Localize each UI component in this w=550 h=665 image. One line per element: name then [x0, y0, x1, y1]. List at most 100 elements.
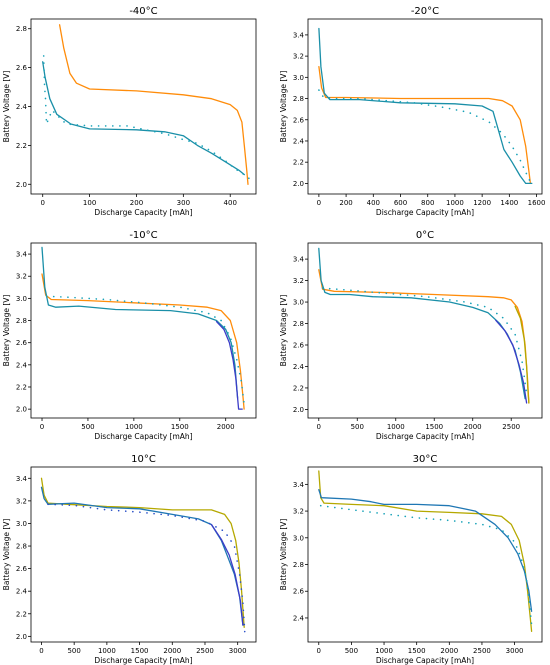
- chart-panel-6: 0 500 1000 1500 2000 2500 3000 2.4 2.6 2.8 3.0 3.2 3…: [279, 454, 543, 665]
- chart-panel-5: 0 500 1000 1500 2000 2500 3000 2.0 2.2 2.4 2.6 2.8 3…: [2, 454, 257, 665]
- x-tick-label: 100: [83, 199, 96, 207]
- y-tick-label: 2.0: [16, 406, 27, 414]
- x-axis-label: Discharge Capacity [mAh]: [94, 208, 192, 217]
- y-tick-label: 3.4: [293, 256, 305, 264]
- y-tick-label: 3.2: [16, 497, 27, 505]
- series-line-5-3: [210, 523, 244, 626]
- y-tick-label: 2.4: [16, 361, 28, 369]
- x-tick-label: 2500: [196, 647, 214, 655]
- y-tick-label: 3.4: [16, 251, 28, 259]
- series-line-4-5: [321, 287, 528, 395]
- y-tick-label: 2.4: [16, 588, 28, 596]
- x-tick-label: 500: [351, 423, 364, 431]
- y-tick-label: 3.0: [293, 299, 304, 307]
- y-tick-label: 2.2: [16, 383, 27, 391]
- x-tick-label: 1500: [171, 423, 189, 431]
- y-tick-label: 3.4: [16, 475, 28, 483]
- y-tick-label: 2.2: [293, 159, 304, 167]
- series-line-4-4: [514, 305, 530, 404]
- y-tick-label: 2.6: [16, 565, 28, 573]
- x-tick-label: 200: [130, 199, 143, 207]
- series-line-6-3: [319, 504, 533, 626]
- x-tick-label: 500: [67, 647, 80, 655]
- chart-title: -10°C: [129, 230, 157, 241]
- series-line-2-2: [318, 27, 533, 185]
- y-tick-label: 2.4: [16, 103, 28, 111]
- y-tick-label: 3.2: [293, 53, 304, 61]
- x-tick-label: 2000: [464, 423, 482, 431]
- x-tick-label: 1500: [408, 647, 426, 655]
- y-tick-label: 2.0: [16, 633, 27, 641]
- y-tick-label: 3.4: [293, 31, 305, 39]
- y-axis-label: Battery Voltage [V]: [279, 519, 288, 591]
- x-tick-label: 0: [317, 647, 321, 655]
- x-tick-label: 400: [224, 199, 237, 207]
- y-tick-label: 2.6: [16, 64, 28, 72]
- series-line-6-2: [318, 489, 533, 612]
- y-tick-label: 2.8: [293, 320, 304, 328]
- x-tick-label: 1000: [446, 199, 464, 207]
- y-axis-label: Battery Voltage [V]: [2, 519, 11, 591]
- y-axis-label: Battery Voltage [V]: [2, 295, 11, 367]
- x-axis-label: Discharge Capacity [mAh]: [94, 656, 192, 665]
- y-tick-label: 2.6: [293, 341, 305, 349]
- series-line-6-1: [318, 470, 533, 632]
- y-tick-label: 2.4: [293, 137, 305, 145]
- y-axis-label: Battery Voltage [V]: [279, 295, 288, 367]
- x-axis-label: Discharge Capacity [mAh]: [376, 208, 474, 217]
- series-line-1-3: [42, 55, 250, 180]
- y-axis-label: Battery Voltage [V]: [2, 71, 11, 143]
- x-tick-label: 600: [394, 199, 407, 207]
- x-tick-label: 1000: [98, 647, 116, 655]
- series-line-5-2: [40, 486, 244, 626]
- chart-title: -20°C: [411, 6, 439, 17]
- y-tick-label: 2.6: [16, 339, 28, 347]
- y-tick-label: 3.0: [16, 520, 27, 528]
- x-tick-label: 1500: [131, 647, 149, 655]
- y-tick-label: 2.8: [293, 95, 304, 103]
- series-line-5-4: [47, 503, 246, 635]
- x-tick-label: 200: [339, 199, 352, 207]
- x-axis-label: Discharge Capacity [mAh]: [94, 432, 192, 441]
- x-tick-label: 1000: [375, 647, 393, 655]
- axes-frame: [30, 242, 257, 419]
- axes-frame: [30, 18, 257, 195]
- y-tick-label: 2.8: [16, 317, 27, 325]
- axes-frame: [307, 466, 543, 643]
- y-axis-label: Battery Voltage [V]: [279, 71, 288, 143]
- y-tick-label: 2.4: [293, 363, 305, 371]
- chart-panel-3: 0 500 1000 1500 2000 2.0 2.2 2.4 2.6 2.8 3.0 3.2 3.4…: [2, 230, 257, 441]
- chart-title: 10°C: [131, 454, 156, 465]
- y-tick-label: 2.8: [293, 561, 304, 569]
- x-tick-label: 2000: [440, 647, 458, 655]
- series-line-2-1: [318, 66, 532, 185]
- y-tick-label: 2.6: [293, 588, 305, 596]
- y-tick-label: 2.2: [16, 142, 27, 150]
- x-tick-label: 1000: [125, 423, 143, 431]
- x-tick-label: 400: [367, 199, 380, 207]
- x-tick-label: 500: [345, 647, 358, 655]
- x-tick-label: 1500: [425, 423, 443, 431]
- x-tick-label: 3000: [229, 647, 247, 655]
- y-tick-label: 2.6: [293, 116, 305, 124]
- y-tick-label: 2.2: [293, 384, 304, 392]
- y-tick-label: 2.4: [293, 614, 305, 622]
- x-tick-label: 1000: [387, 423, 405, 431]
- y-tick-label: 3.2: [293, 508, 304, 516]
- y-tick-label: 2.8: [16, 543, 27, 551]
- x-tick-label: 800: [421, 199, 434, 207]
- x-tick-label: 0: [317, 199, 321, 207]
- x-tick-label: 1200: [473, 199, 491, 207]
- x-tick-label: 1400: [500, 199, 518, 207]
- series-line-1-1: [58, 24, 249, 185]
- series-line-3-4: [45, 295, 245, 405]
- series-line-4-2: [318, 247, 526, 400]
- y-tick-label: 2.0: [293, 180, 304, 188]
- x-tick-label: 0: [40, 423, 44, 431]
- x-tick-label: 2000: [217, 423, 235, 431]
- chart-panel-2: 0 200 400 600 800 1000 1200 1400 1600 2.0 2.2 2.4 2.…: [279, 6, 545, 217]
- x-tick-label: 2500: [502, 423, 520, 431]
- y-tick-label: 2.8: [16, 25, 27, 33]
- x-tick-label: 0: [317, 423, 321, 431]
- y-tick-label: 3.0: [16, 295, 27, 303]
